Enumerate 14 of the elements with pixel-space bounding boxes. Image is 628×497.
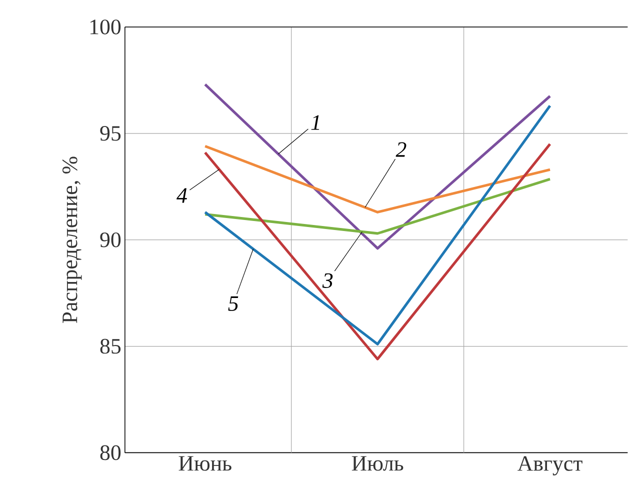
text: 3 [322, 273, 333, 288]
text: 5 [228, 296, 238, 312]
series-label: 4 [176, 188, 187, 203]
y-tick-label: 85 [100, 339, 121, 354]
y-tick-label: 90 [100, 232, 121, 248]
y-tick-label: 80 [100, 445, 121, 460]
y-axis-title: Распределение, % [62, 156, 82, 324]
x-tick-label: Август [518, 456, 582, 476]
y-tick-label: 100 [90, 20, 121, 35]
x-tick-label: Июль [352, 456, 404, 471]
series-label: 1 [311, 115, 320, 130]
y-tick-label: 95 [100, 126, 121, 141]
text: 2 [396, 142, 406, 157]
x-tick-label: Июнь [178, 456, 232, 471]
